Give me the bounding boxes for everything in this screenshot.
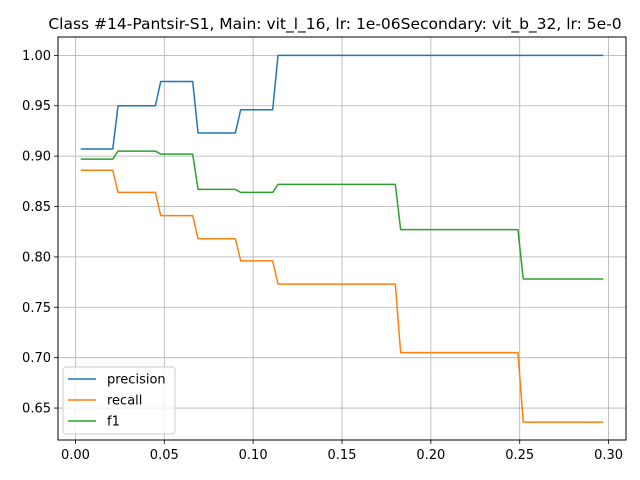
y-tick-label: 0.70 <box>22 351 51 366</box>
chart-title: Class #14-Pantsir-S1, Main: vit_l_16, lr… <box>48 15 621 34</box>
y-tick-label: 0.80 <box>22 250 51 265</box>
x-tick-label: 0.10 <box>239 448 268 463</box>
x-tick-label: 0.25 <box>505 448 534 463</box>
legend-box <box>62 366 176 435</box>
legend-label-precision: precision <box>107 373 166 388</box>
series-line-f1 <box>80 150 604 280</box>
x-tick-label: 0.00 <box>61 448 90 463</box>
legend-label-f1: f1 <box>107 415 120 430</box>
y-tick-label: 0.65 <box>22 402 51 417</box>
y-tick-label: 0.90 <box>22 150 51 165</box>
legend: precision recall f1 <box>62 366 176 435</box>
series-line-recall <box>80 169 604 423</box>
x-tick-label: 0.30 <box>594 448 623 463</box>
series-line-precision <box>80 54 604 150</box>
axis-ticks: 0.00 0.05 0.10 0.15 0.20 0.25 0.30 0.65 0.70 0.75… <box>22 49 623 463</box>
legend-label-recall: recall <box>107 394 142 409</box>
x-tick-label: 0.05 <box>150 448 179 463</box>
y-tick-label: 1.00 <box>22 49 51 64</box>
y-tick-label: 0.75 <box>22 301 51 316</box>
x-tick-label: 0.20 <box>416 448 445 463</box>
plot-area-frame <box>57 36 627 441</box>
y-tick-label: 0.95 <box>22 99 51 114</box>
series-lines <box>80 54 604 423</box>
x-tick-label: 0.15 <box>328 448 357 463</box>
y-tick-label: 0.85 <box>22 200 51 215</box>
